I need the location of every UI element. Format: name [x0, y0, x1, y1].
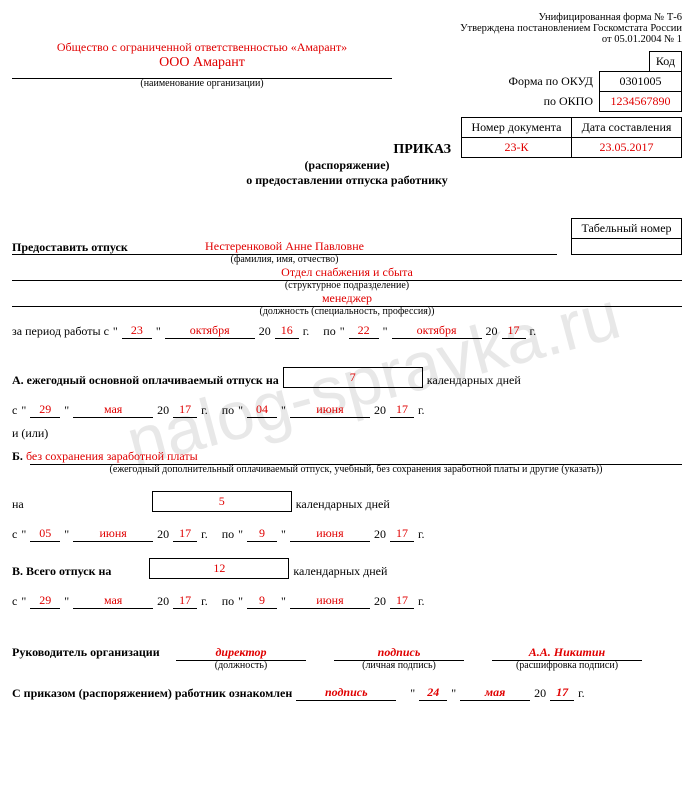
- grant-label: Предоставить отпуск: [12, 240, 128, 255]
- sectionB-caption: (ежегодный дополнительный оплачиваемый о…: [30, 464, 682, 475]
- order-sub1: (распоряжение): [12, 158, 682, 173]
- ack-y: 17: [550, 685, 574, 701]
- org-name-line1: Общество с ограниченной ответственностью…: [12, 40, 392, 55]
- order-sub2: о предоставлении отпуска работнику: [12, 173, 682, 188]
- B-from-y: 17: [173, 526, 197, 542]
- sign-position-caption: (должность): [176, 660, 306, 671]
- tab-table: Табельный номер: [571, 218, 682, 255]
- A-to-d: 04: [247, 402, 277, 418]
- doc-num: 23-К: [462, 138, 572, 158]
- B-from-d: 05: [30, 526, 60, 542]
- A-from-d: 29: [30, 402, 60, 418]
- sectionB-days: 5: [152, 491, 292, 512]
- sectionV-days: 12: [149, 558, 289, 579]
- period-y1: 16: [275, 323, 299, 339]
- order-table: Номер документа Дата составления 23-К 23…: [461, 117, 682, 158]
- org-caption: (наименование организации): [12, 78, 392, 89]
- sectionV-days-suffix: календарных дней: [293, 564, 387, 579]
- sectionB-days-suffix: календарных дней: [296, 497, 390, 512]
- period-m2: октября: [392, 323, 482, 339]
- doc-date-label: Дата составления: [572, 118, 682, 138]
- sectionA-label: А. ежегодный основной оплачиваемый отпус…: [12, 373, 279, 388]
- okpo-label: по ОКПО: [544, 94, 593, 109]
- sign-name: А.А. Никитин: [492, 645, 642, 661]
- V-to-y: 17: [390, 593, 414, 609]
- okud-value: 0301005: [600, 72, 682, 92]
- ack-d: 24: [419, 685, 447, 701]
- sign-position: директор: [176, 645, 306, 661]
- A-from-y: 17: [173, 402, 197, 418]
- sign-signature-caption: (личная подпись): [334, 660, 464, 671]
- dept: Отдел снабжения и сбыта: [12, 265, 682, 280]
- okpo-value: 1234567890: [600, 92, 682, 112]
- doc-num-label: Номер документа: [462, 118, 572, 138]
- sectionA-days: 7: [283, 367, 423, 388]
- doc-date: 23.05.2017: [572, 138, 682, 158]
- ack-m: мая: [460, 685, 530, 701]
- V-from-m: мая: [73, 593, 153, 609]
- B-from-m: июня: [73, 526, 153, 542]
- tab-label: Табельный номер: [572, 219, 682, 239]
- V-from-y: 17: [173, 593, 197, 609]
- period-d1: 23: [122, 323, 152, 339]
- A-to-m: июня: [290, 402, 370, 418]
- sectionB-na: на: [12, 497, 24, 512]
- period-label: за период работы с: [12, 324, 109, 339]
- tab-value: [572, 239, 682, 255]
- form-line1: Унифицированная форма № Т-6: [460, 12, 682, 23]
- sign-name-caption: (расшифровка подписи): [492, 660, 642, 671]
- and-or: и (или): [12, 426, 682, 441]
- okud-label: Форма по ОКУД: [509, 74, 593, 89]
- head-label: Руководитель организации: [12, 645, 160, 659]
- kod-label: Код: [649, 52, 681, 72]
- V-to-m: июня: [290, 593, 370, 609]
- A-to-y: 17: [390, 402, 414, 418]
- sectionB-prefix: Б.: [12, 449, 26, 463]
- org-name-line2: ООО Амарант: [12, 55, 392, 71]
- ack-signature: подпись: [296, 685, 396, 701]
- position: менеджер: [12, 291, 682, 306]
- period-m1: октября: [165, 323, 255, 339]
- codes-table: Код: [649, 51, 682, 72]
- dept-caption: (структурное подразделение): [12, 280, 682, 291]
- sign-signature: подпись: [334, 645, 464, 661]
- B-to-m: июня: [290, 526, 370, 542]
- form-line3: от 05.01.2004 № 1: [460, 34, 682, 45]
- position-caption: (должность (специальность, профессия)): [12, 306, 682, 317]
- period-d2: 22: [349, 323, 379, 339]
- form-line2: Утверждена постановлением Госкомстата Ро…: [460, 23, 682, 34]
- A-from-m: мая: [73, 402, 153, 418]
- fio-caption: (фамилия, имя, отчество): [12, 254, 557, 265]
- ack-label: С приказом (распоряжением) работник озна…: [12, 686, 292, 701]
- V-to-d: 9: [247, 593, 277, 609]
- B-to-y: 17: [390, 526, 414, 542]
- B-to-d: 9: [247, 526, 277, 542]
- sectionV-label: В. Всего отпуск на: [12, 564, 111, 579]
- order-title: ПРИКАЗ: [393, 142, 451, 157]
- sectionA-days-suffix: календарных дней: [427, 373, 521, 388]
- V-from-d: 29: [30, 593, 60, 609]
- period-y2: 17: [502, 323, 526, 339]
- sectionB-type: без сохранения заработной платы: [26, 449, 198, 463]
